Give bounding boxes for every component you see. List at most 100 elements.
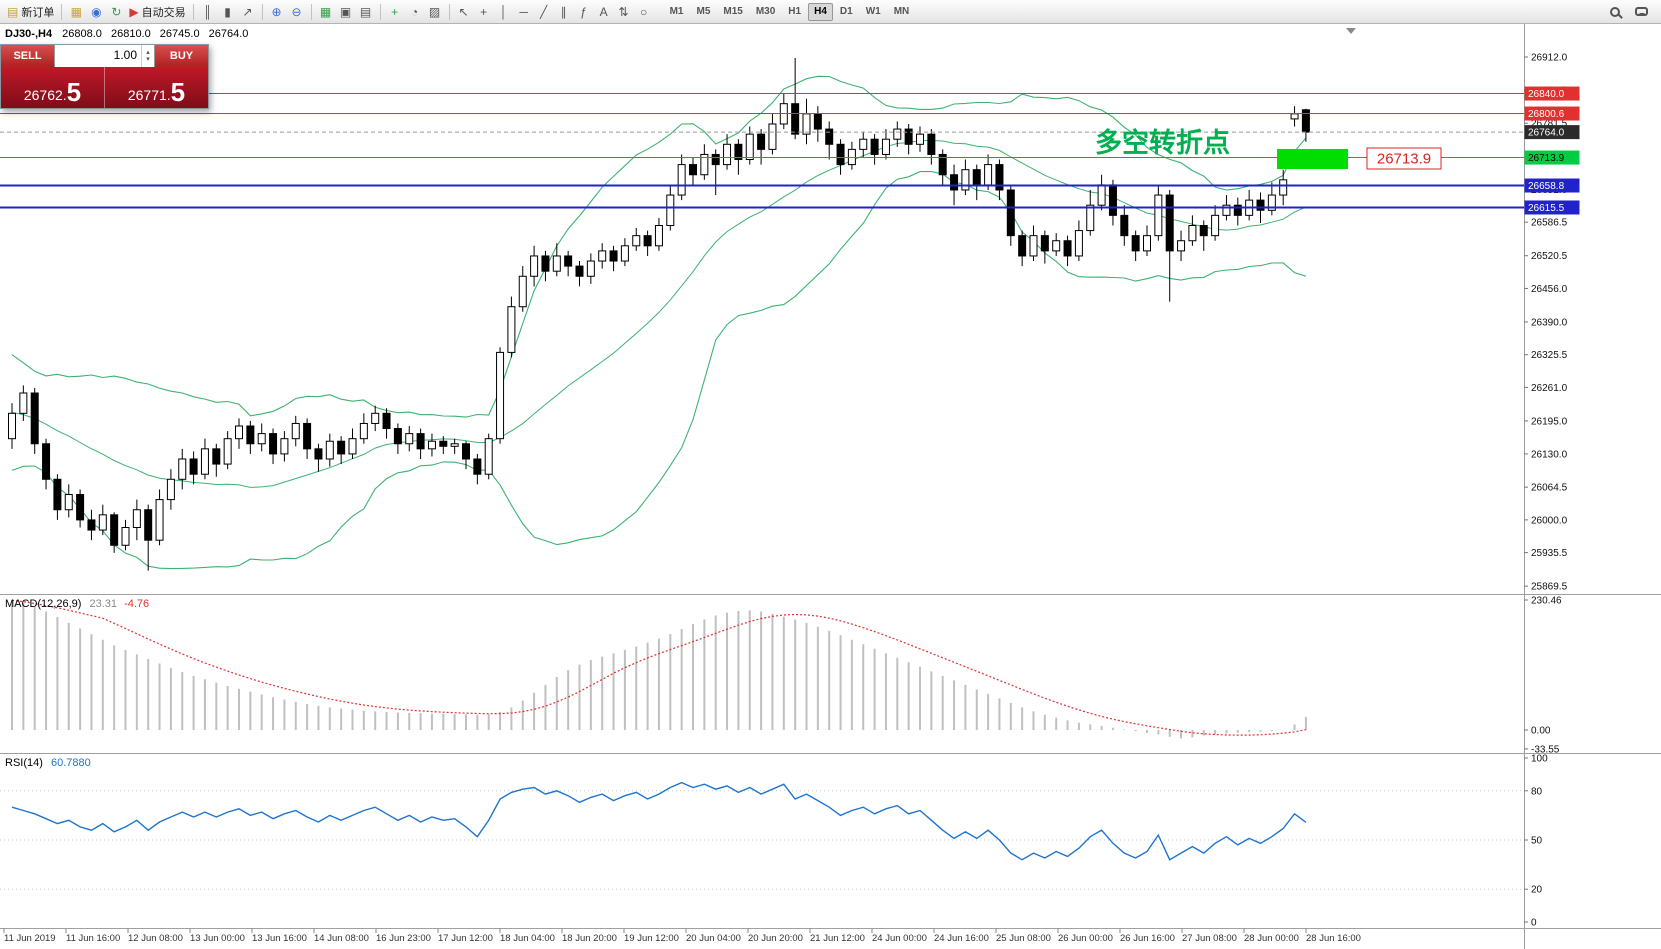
spinner-down-icon[interactable]: ▾ [146, 56, 150, 63]
symbol-period-label: DJ30-,H4 [5, 28, 53, 40]
candle [1188, 215, 1197, 246]
candle [496, 347, 505, 444]
candle [881, 129, 890, 160]
candle [836, 139, 845, 175]
timeframe-m5[interactable]: M5 [696, 6, 711, 17]
add-indicator-icon[interactable]: + [385, 2, 405, 22]
search-icon[interactable] [1605, 2, 1625, 22]
buy-price[interactable]: 26771. 5 [105, 67, 208, 108]
candle [689, 156, 697, 185]
candle [972, 164, 981, 201]
timeframe-m1[interactable]: M1 [669, 6, 684, 17]
price-axis-label: 26781.5 [1531, 119, 1568, 130]
candle [677, 154, 686, 201]
timeframe-d1[interactable]: D1 [839, 6, 853, 17]
macd-axis-label: 230.46 [1531, 596, 1562, 607]
timeframe-h4[interactable]: H4 [808, 2, 833, 21]
buy-button[interactable]: BUY [155, 45, 208, 67]
time-axis-label: 14 Jun 08:00 [314, 933, 369, 944]
profile-icon[interactable]: ◉ [86, 2, 106, 22]
charts-grid-icon[interactable]: ▦ [66, 2, 86, 22]
channel-icon[interactable]: ∥ [554, 2, 574, 22]
candle [291, 415, 300, 447]
candle [223, 431, 232, 470]
timeframe-mn[interactable]: MN [893, 6, 910, 17]
cascade-windows-icon[interactable]: ▣ [336, 2, 356, 22]
candle [870, 134, 879, 165]
open-value: 26808.0 [62, 28, 102, 40]
fibonacci-icon[interactable]: ƒ [574, 2, 594, 22]
candle [64, 484, 73, 518]
high-value: 26810.0 [110, 28, 151, 40]
candle [1211, 205, 1220, 241]
candle [450, 438, 459, 454]
refresh-icon[interactable]: ↻ [106, 2, 126, 22]
candle [144, 504, 153, 571]
timeframe-m15[interactable]: M15 [723, 6, 743, 17]
zoom-in-icon[interactable]: ⊕ [267, 2, 287, 22]
community-icon[interactable] [1631, 2, 1651, 22]
timeframe-m30[interactable]: M30 [755, 6, 776, 17]
macd-value-main: 23.31 [89, 598, 118, 610]
candle [927, 129, 936, 165]
line-chart-icon[interactable]: ↗ [238, 2, 258, 22]
time-axis-label: 26 Jun 16:00 [1120, 933, 1175, 944]
price-callout-box[interactable] [1366, 147, 1442, 170]
vertical-line-icon[interactable]: │ [494, 2, 514, 22]
time-axis-label: 20 Jun 04:00 [686, 933, 741, 944]
arrows-icon[interactable]: ⇅ [614, 2, 634, 22]
toolbar-separator [448, 3, 450, 20]
time-axis-label: 18 Jun 20:00 [562, 933, 617, 944]
trendline-icon[interactable]: ╱ [534, 2, 554, 22]
period-icon[interactable]: ◔ [405, 2, 425, 22]
autotrading-button[interactable]: ▶ 自动交易 [126, 2, 188, 22]
candle [269, 428, 278, 465]
candle [359, 413, 368, 444]
sell-button[interactable]: SELL [1, 45, 54, 67]
period-icon-glyph: ◔ [410, 4, 419, 19]
toolbar-separator [192, 3, 194, 20]
cursor-icon[interactable]: ↖ [454, 2, 474, 22]
volume-field[interactable]: 1.00 ▴ ▾ [54, 45, 155, 67]
chart-shift-marker[interactable] [1346, 28, 1356, 34]
candle [632, 228, 641, 251]
volume-spinner[interactable]: ▴ ▾ [141, 45, 154, 67]
zoom-out-icon[interactable]: ⊖ [287, 2, 307, 22]
search-icon [1610, 6, 1620, 17]
price-tag [1524, 150, 1580, 165]
horizontal-line-icon[interactable]: ─ [514, 2, 534, 22]
arrange-windows-icon[interactable]: ▤ [356, 2, 376, 22]
candle [745, 126, 754, 165]
price-axis-label: 26261.0 [1531, 383, 1568, 394]
candle [348, 428, 357, 459]
candle [1177, 230, 1186, 262]
macd-value-signal: -4.76 [124, 598, 150, 610]
sell-price[interactable]: 26762. 5 [1, 67, 105, 108]
candle [779, 93, 788, 130]
timeframe-w1[interactable]: W1 [865, 6, 881, 17]
shapes-icon[interactable]: ○ [634, 2, 654, 22]
price-tag [1524, 106, 1580, 121]
candle [575, 261, 584, 287]
price-axis[interactable]: 26912.026846.526781.526716.026651.026586… [1524, 24, 1661, 949]
candle [757, 129, 766, 165]
timeframe-h1[interactable]: H1 [788, 6, 802, 17]
price-axis-label: 26195.0 [1531, 416, 1568, 427]
macd-axis-label: -33.55 [1531, 744, 1560, 755]
candle [76, 489, 85, 528]
new-order-button[interactable]: ▤ 新订单 [4, 2, 57, 22]
price-axis-label: 26000.0 [1531, 515, 1568, 526]
spinner-up-icon[interactable]: ▴ [146, 49, 150, 56]
templates-icon[interactable]: ▨ [425, 2, 445, 22]
crosshair-icon[interactable]: + [474, 2, 494, 22]
time-axis-label: 20 Jun 20:00 [748, 933, 803, 944]
annotation-text[interactable]: 多空转折点 [1095, 127, 1230, 158]
tile-windows-icon[interactable]: ▦ [316, 2, 336, 22]
candlestick-chart-icon[interactable]: ▮ [218, 2, 238, 22]
time-axis[interactable]: 11 Jun 2019 11 Jun 16:00 12 Jun 08:00 13 Ju… [3, 928, 1361, 945]
chart-ohlc-header: DJ30-,H4 26808.0 26810.0 26745.0 26764.0 [5, 28, 254, 40]
bar-chart-icon[interactable]: ║ [198, 2, 218, 22]
text-icon[interactable]: A [594, 2, 614, 22]
highlight-rectangle[interactable] [1277, 149, 1348, 169]
